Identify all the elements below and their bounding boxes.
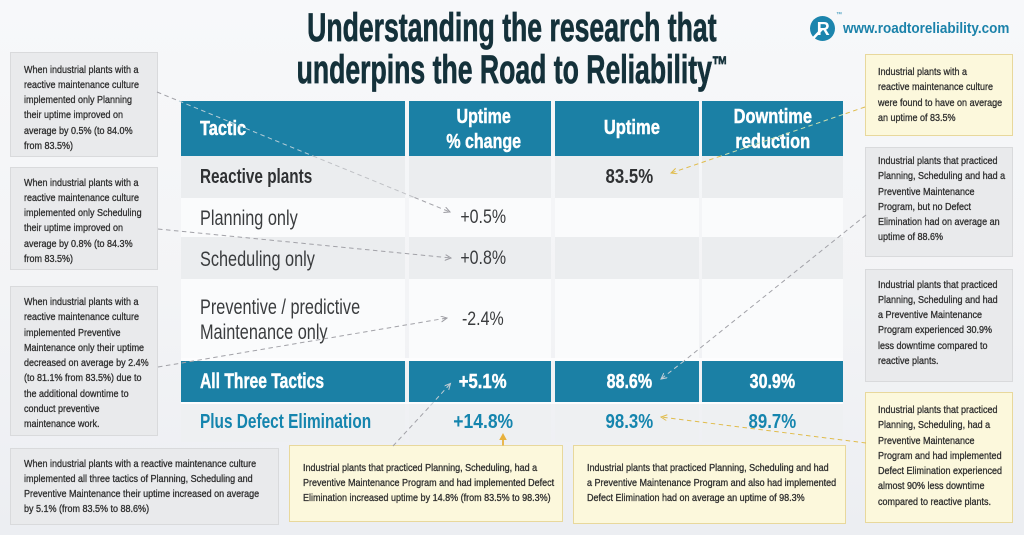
svg-text:R: R [817,19,830,39]
